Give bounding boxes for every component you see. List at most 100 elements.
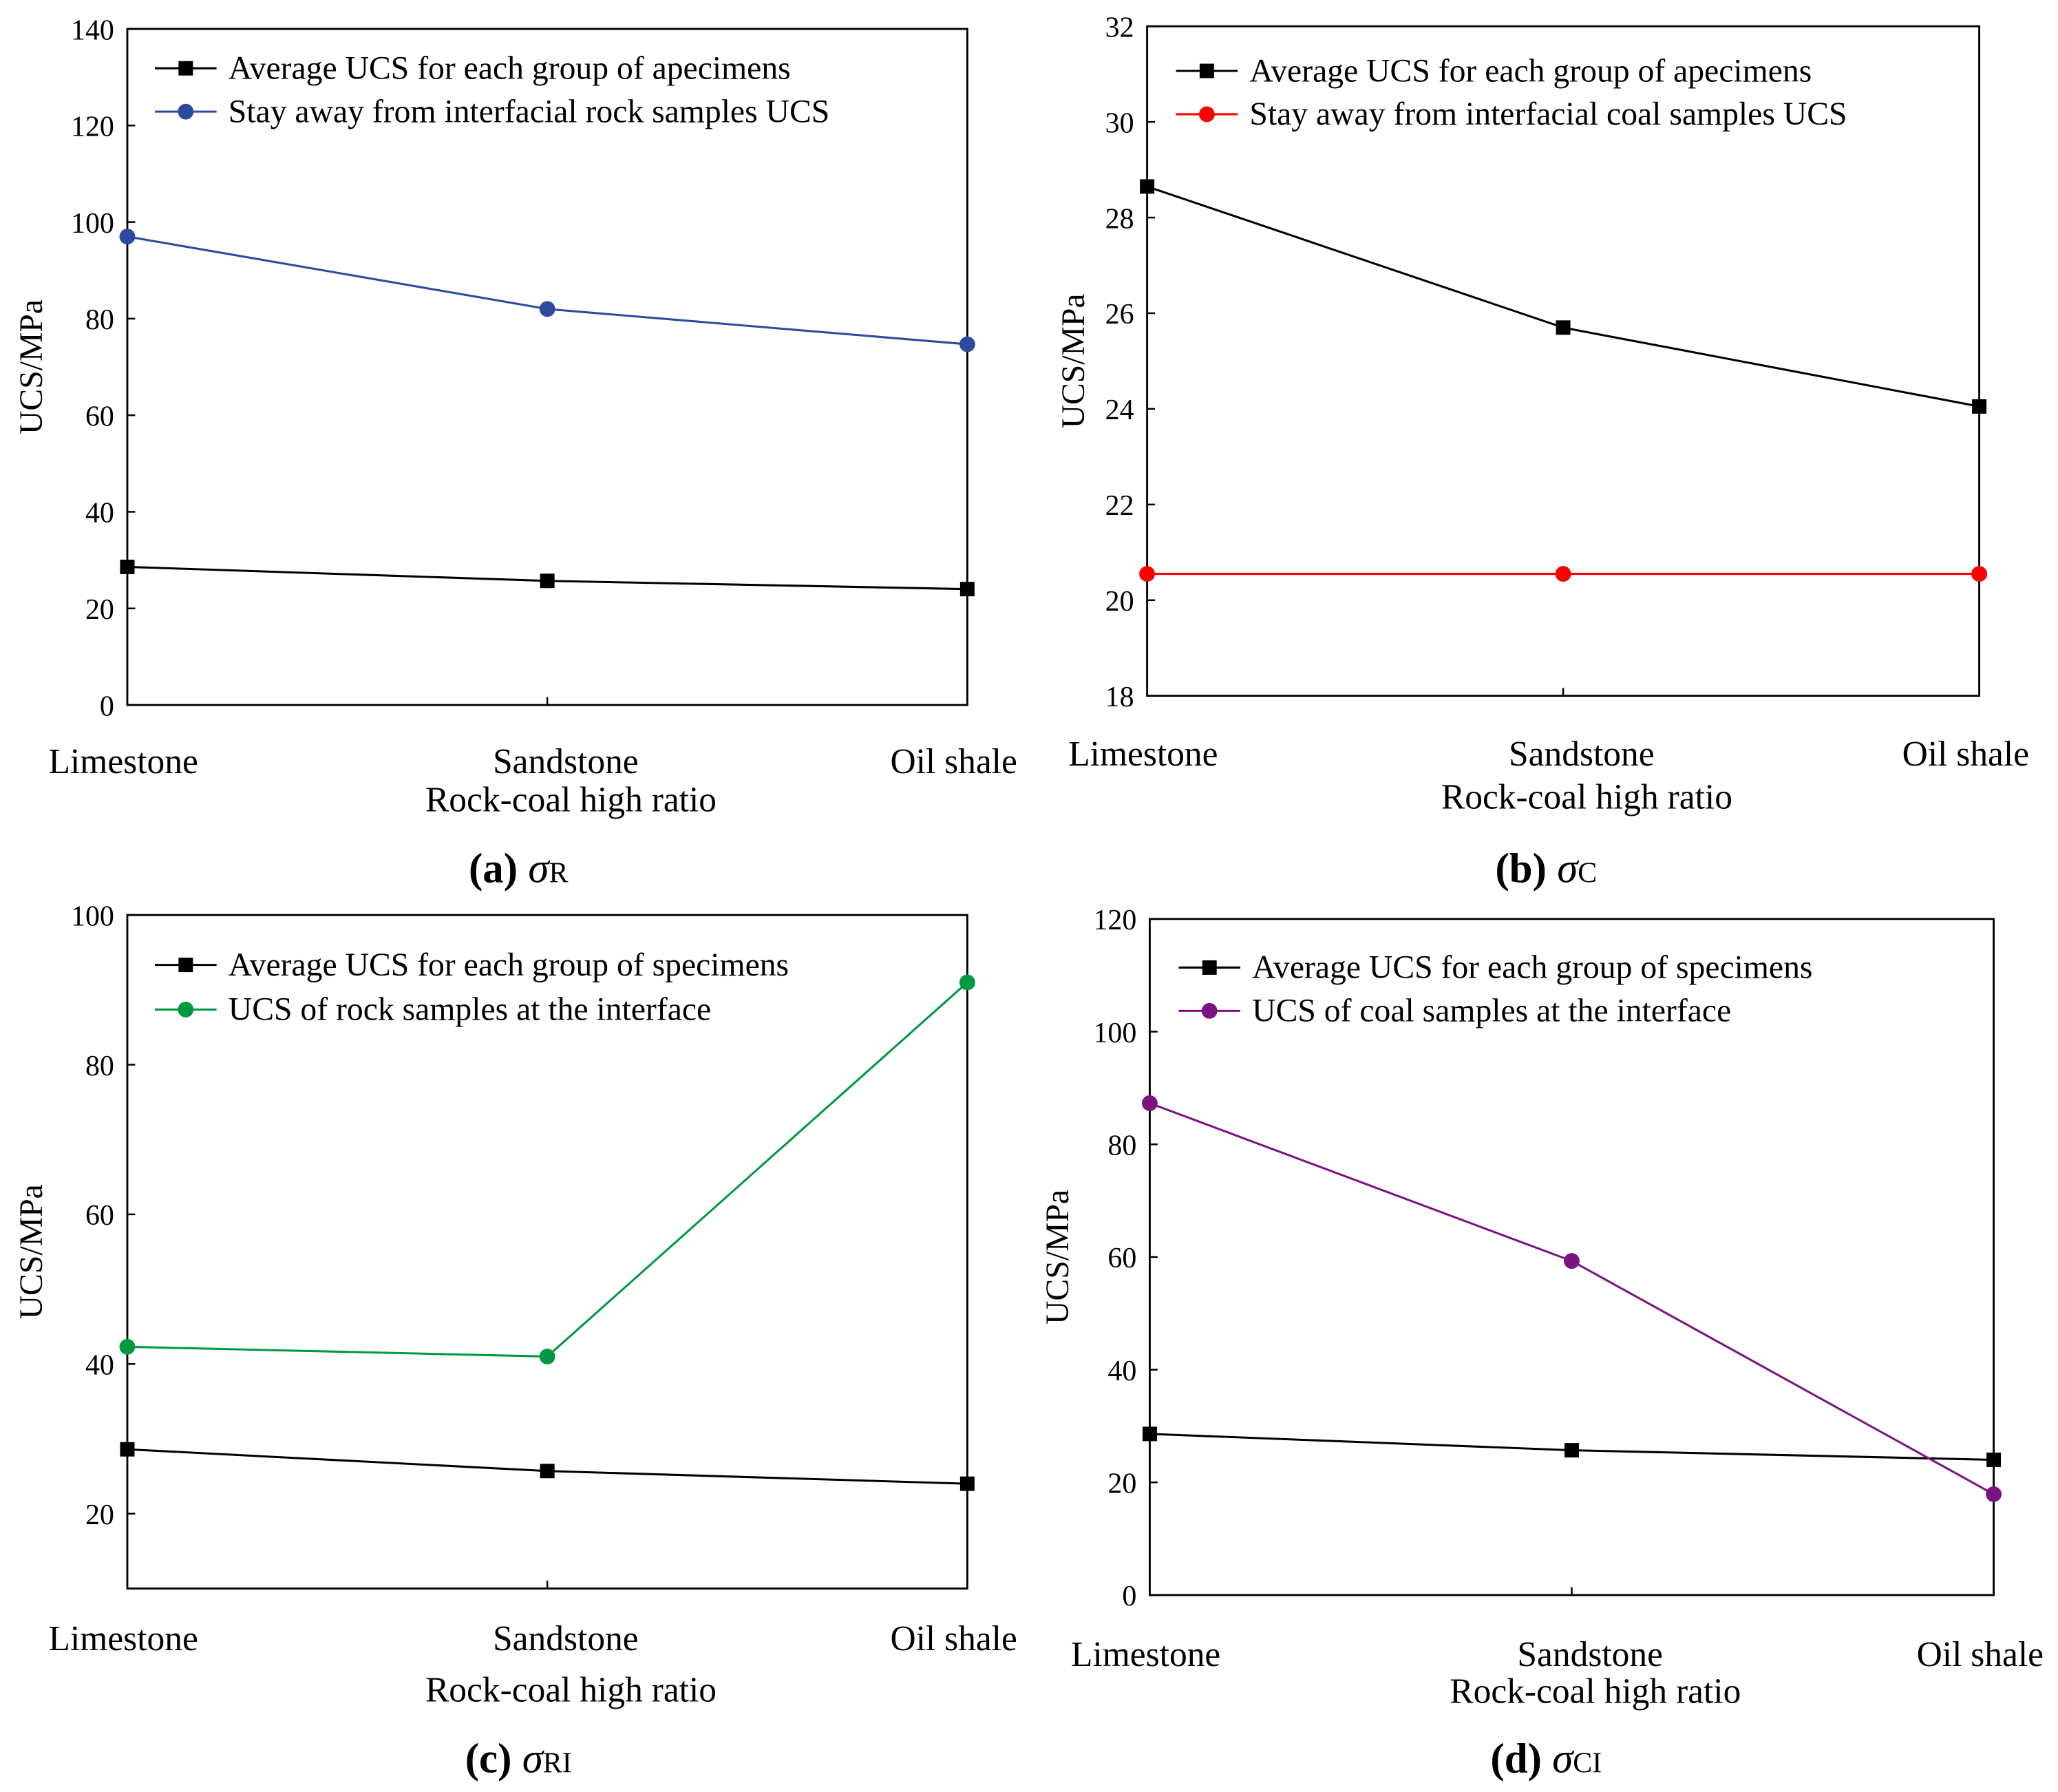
x-axis-title: Rock-coal high ratio (1450, 1672, 1741, 1711)
y-tick-label: 20 (1105, 586, 1134, 618)
legend-label: UCS of coal samples at the interface (1252, 993, 1731, 1029)
y-tick-label: 100 (71, 208, 114, 240)
legend-label: Average UCS for each group of apecimens (1249, 53, 1812, 89)
data-point-circle (1564, 1253, 1580, 1269)
data-point-circle (1986, 1486, 2002, 1502)
x-tick-label: Oil shale (1917, 1635, 2044, 1674)
legend-label: Average UCS for each group of specimens (229, 947, 789, 983)
data-point-square (540, 1464, 555, 1479)
data-point-circle (119, 1338, 136, 1355)
data-point-square (1972, 399, 1987, 414)
caption-subscript: R (549, 857, 568, 889)
x-tick-label: Limestone (1068, 735, 1218, 774)
legend-marker-square (1199, 63, 1214, 78)
y-tick-label: 0 (100, 691, 114, 722)
y-tick-label: 100 (71, 900, 114, 932)
chart-panel-c: 20 40 60 80 100 Limestone Sandstone Oil shale Ro… (14, 900, 1017, 1782)
x-tick-label: Oil shale (890, 742, 1017, 781)
data-point-circle (539, 1348, 555, 1364)
caption-symbol: σ (522, 1736, 545, 1782)
panel-caption: (d) σCI (1490, 1736, 1602, 1782)
y-tick-label: 32 (1105, 12, 1134, 43)
data-point-square (1140, 179, 1155, 194)
y-tick-label: 20 (85, 594, 114, 626)
x-axis-title: Rock-coal high ratio (425, 1670, 717, 1709)
y-tick-label: 22 (1105, 490, 1134, 522)
caption-label: (d) (1490, 1736, 1542, 1782)
panel-caption: (b) σC (1495, 845, 1597, 892)
legend-marker-square (178, 61, 193, 76)
legend-label: Average UCS for each group of apecimens (229, 50, 791, 86)
panel-caption: (a) σR (469, 845, 569, 892)
data-point-circle (539, 301, 555, 317)
y-axis-title: UCS/MPa (1040, 1190, 1076, 1325)
y-tick-label: 60 (85, 401, 114, 432)
y-tick-label: 40 (85, 1350, 114, 1382)
y-tick-label: 80 (85, 304, 114, 336)
data-point-square (540, 573, 555, 589)
data-point-square (120, 1442, 135, 1457)
data-point-circle (1555, 566, 1571, 582)
x-axis-title: Rock-coal high ratio (1441, 778, 1732, 817)
y-tick-label: 60 (85, 1200, 114, 1232)
caption-subscript: C (1578, 857, 1597, 889)
y-tick-label: 30 (1105, 107, 1134, 139)
legend-marker-circle (178, 103, 194, 120)
data-point-square (959, 1476, 975, 1491)
x-tick-label: Oil shale (1902, 735, 2029, 774)
caption-label: (c) (465, 1736, 512, 1782)
data-point-circle (1139, 566, 1156, 582)
y-tick-label: 80 (1107, 1130, 1136, 1161)
chart-panel-b: 18 20 22 24 26 28 30 32 Limestone Sandstone Oil sh… (1056, 12, 2029, 892)
caption-symbol: σ (1552, 1736, 1575, 1782)
x-tick-label: Sandstone (1517, 1635, 1663, 1674)
y-tick-label: 24 (1105, 394, 1134, 426)
x-tick-label: Sandstone (493, 1619, 639, 1658)
x-tick-label: Sandstone (1509, 735, 1655, 774)
caption-subscript: RI (543, 1747, 572, 1779)
x-tick-label: Oil shale (890, 1619, 1017, 1658)
data-point-circle (959, 974, 975, 991)
x-tick-label: Sandstone (493, 742, 639, 781)
panel-caption: (c) σRI (465, 1736, 572, 1782)
legend-label: Stay away from interfacial coal samples … (1249, 96, 1847, 132)
x-axis-title: Rock-coal high ratio (425, 781, 717, 820)
data-point-square (1556, 320, 1571, 335)
y-tick-label: 60 (1107, 1243, 1136, 1274)
series-line-1 (1149, 1102, 1995, 1495)
y-tick-label: 80 (85, 1051, 114, 1082)
data-point-square (1142, 1426, 1157, 1442)
series-line-0 (1147, 185, 1980, 408)
legend-marker-circle (1201, 1002, 1218, 1019)
y-tick-label: 40 (85, 498, 114, 529)
y-axis-title: UCS/MPa (1056, 293, 1092, 428)
y-tick-label: 28 (1105, 203, 1134, 235)
y-tick-label: 40 (1107, 1356, 1136, 1387)
caption-symbol: σ (528, 845, 551, 892)
series-line-1 (127, 235, 968, 346)
legend-marker-square (1202, 960, 1217, 975)
plot-frame (126, 28, 968, 706)
legend-label: UCS of rock samples at the interface (229, 992, 711, 1028)
data-point-circle (1971, 566, 1988, 582)
data-point-square (120, 559, 135, 574)
legend-marker-circle (1198, 106, 1215, 123)
caption-label: (b) (1495, 845, 1547, 892)
chart-panel-d: 0 20 40 60 80 100 120 Limestone Sandstone Oil sha… (1040, 905, 2044, 1782)
y-tick-label: 100 (1093, 1018, 1136, 1049)
legend-marker-circle (178, 1002, 194, 1018)
data-point-square (1564, 1443, 1579, 1458)
y-tick-label: 20 (1107, 1468, 1136, 1499)
y-tick-label: 120 (71, 112, 114, 143)
data-point-square (959, 582, 975, 597)
caption-subscript: CI (1573, 1747, 1602, 1779)
caption-symbol: σ (1557, 845, 1580, 892)
x-tick-label: Limestone (1071, 1635, 1220, 1674)
legend-label: Average UCS for each group of specimens (1252, 950, 1812, 986)
y-axis-title: UCS/MPa (14, 299, 50, 434)
caption-label: (a) (469, 845, 518, 892)
y-tick-label: 140 (71, 14, 114, 46)
data-point-circle (1141, 1095, 1158, 1111)
data-point-circle (959, 336, 975, 352)
